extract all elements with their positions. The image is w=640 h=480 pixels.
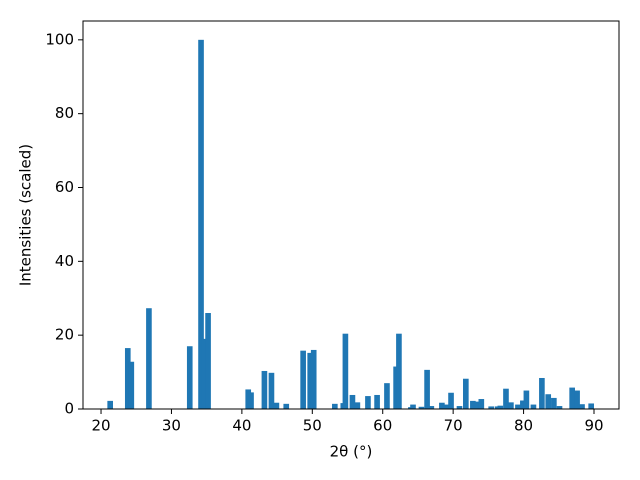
bar: [146, 308, 152, 409]
bar: [342, 333, 349, 409]
bar: [470, 400, 476, 409]
bar: [428, 406, 435, 409]
x-tick-label: 90: [584, 417, 603, 435]
bar: [283, 403, 290, 409]
bar: [374, 394, 380, 409]
bar: [396, 333, 402, 409]
bar: [523, 390, 530, 409]
bar: [354, 402, 361, 409]
y-tick-label: 40: [55, 252, 74, 270]
bar: [349, 394, 356, 409]
bar: [124, 348, 131, 409]
bar: [268, 372, 275, 409]
bar: [439, 402, 445, 409]
bar: [448, 392, 454, 409]
bar: [186, 346, 193, 409]
y-axis-label: Intensities (scaled): [17, 144, 35, 286]
bar: [201, 338, 207, 409]
bar: [384, 383, 390, 409]
bar: [332, 403, 338, 409]
x-tick-label: 40: [232, 417, 251, 435]
x-tick-label: 30: [162, 417, 181, 435]
bar: [545, 394, 552, 409]
y-tick-label: 80: [55, 104, 74, 122]
bar: [539, 377, 545, 409]
bar: [300, 350, 306, 409]
bar: [310, 349, 317, 409]
bar: [574, 390, 580, 409]
bar: [248, 392, 254, 409]
bar: [410, 404, 416, 409]
y-tick-label: 0: [64, 400, 74, 418]
bar: [273, 402, 280, 409]
bar: [508, 402, 514, 409]
bar: [474, 401, 480, 409]
bar: [205, 313, 211, 409]
bar: [588, 403, 594, 409]
y-tick-label: 100: [45, 30, 74, 48]
bar: [128, 361, 135, 409]
x-tick-label: 70: [444, 417, 463, 435]
x-tick-label: 60: [373, 417, 392, 435]
x-tick-label: 20: [91, 417, 110, 435]
x-axis-label: 2θ (°): [330, 443, 373, 461]
bar: [463, 378, 469, 409]
bar: [307, 352, 314, 409]
bar: [515, 404, 521, 409]
bar: [418, 406, 425, 409]
bar: [497, 405, 504, 409]
bar: [520, 400, 526, 409]
bar: [579, 404, 585, 409]
bar: [530, 404, 537, 409]
bar: [488, 406, 494, 409]
plot-frame: [82, 20, 620, 410]
x-tick-label: 50: [303, 417, 322, 435]
bar: [478, 399, 485, 409]
bar: [569, 387, 575, 409]
y-tick-label: 60: [55, 178, 74, 196]
bar: [198, 39, 204, 409]
bar: [365, 396, 371, 409]
x-tick-label: 80: [514, 417, 533, 435]
bar: [556, 406, 563, 409]
bar: [261, 370, 268, 409]
bar: [551, 397, 557, 409]
bar: [456, 406, 463, 409]
y-tick-label: 20: [55, 326, 74, 344]
bar: [503, 388, 509, 409]
bar: [424, 369, 430, 409]
bar: [443, 404, 449, 409]
bar: [107, 400, 114, 409]
